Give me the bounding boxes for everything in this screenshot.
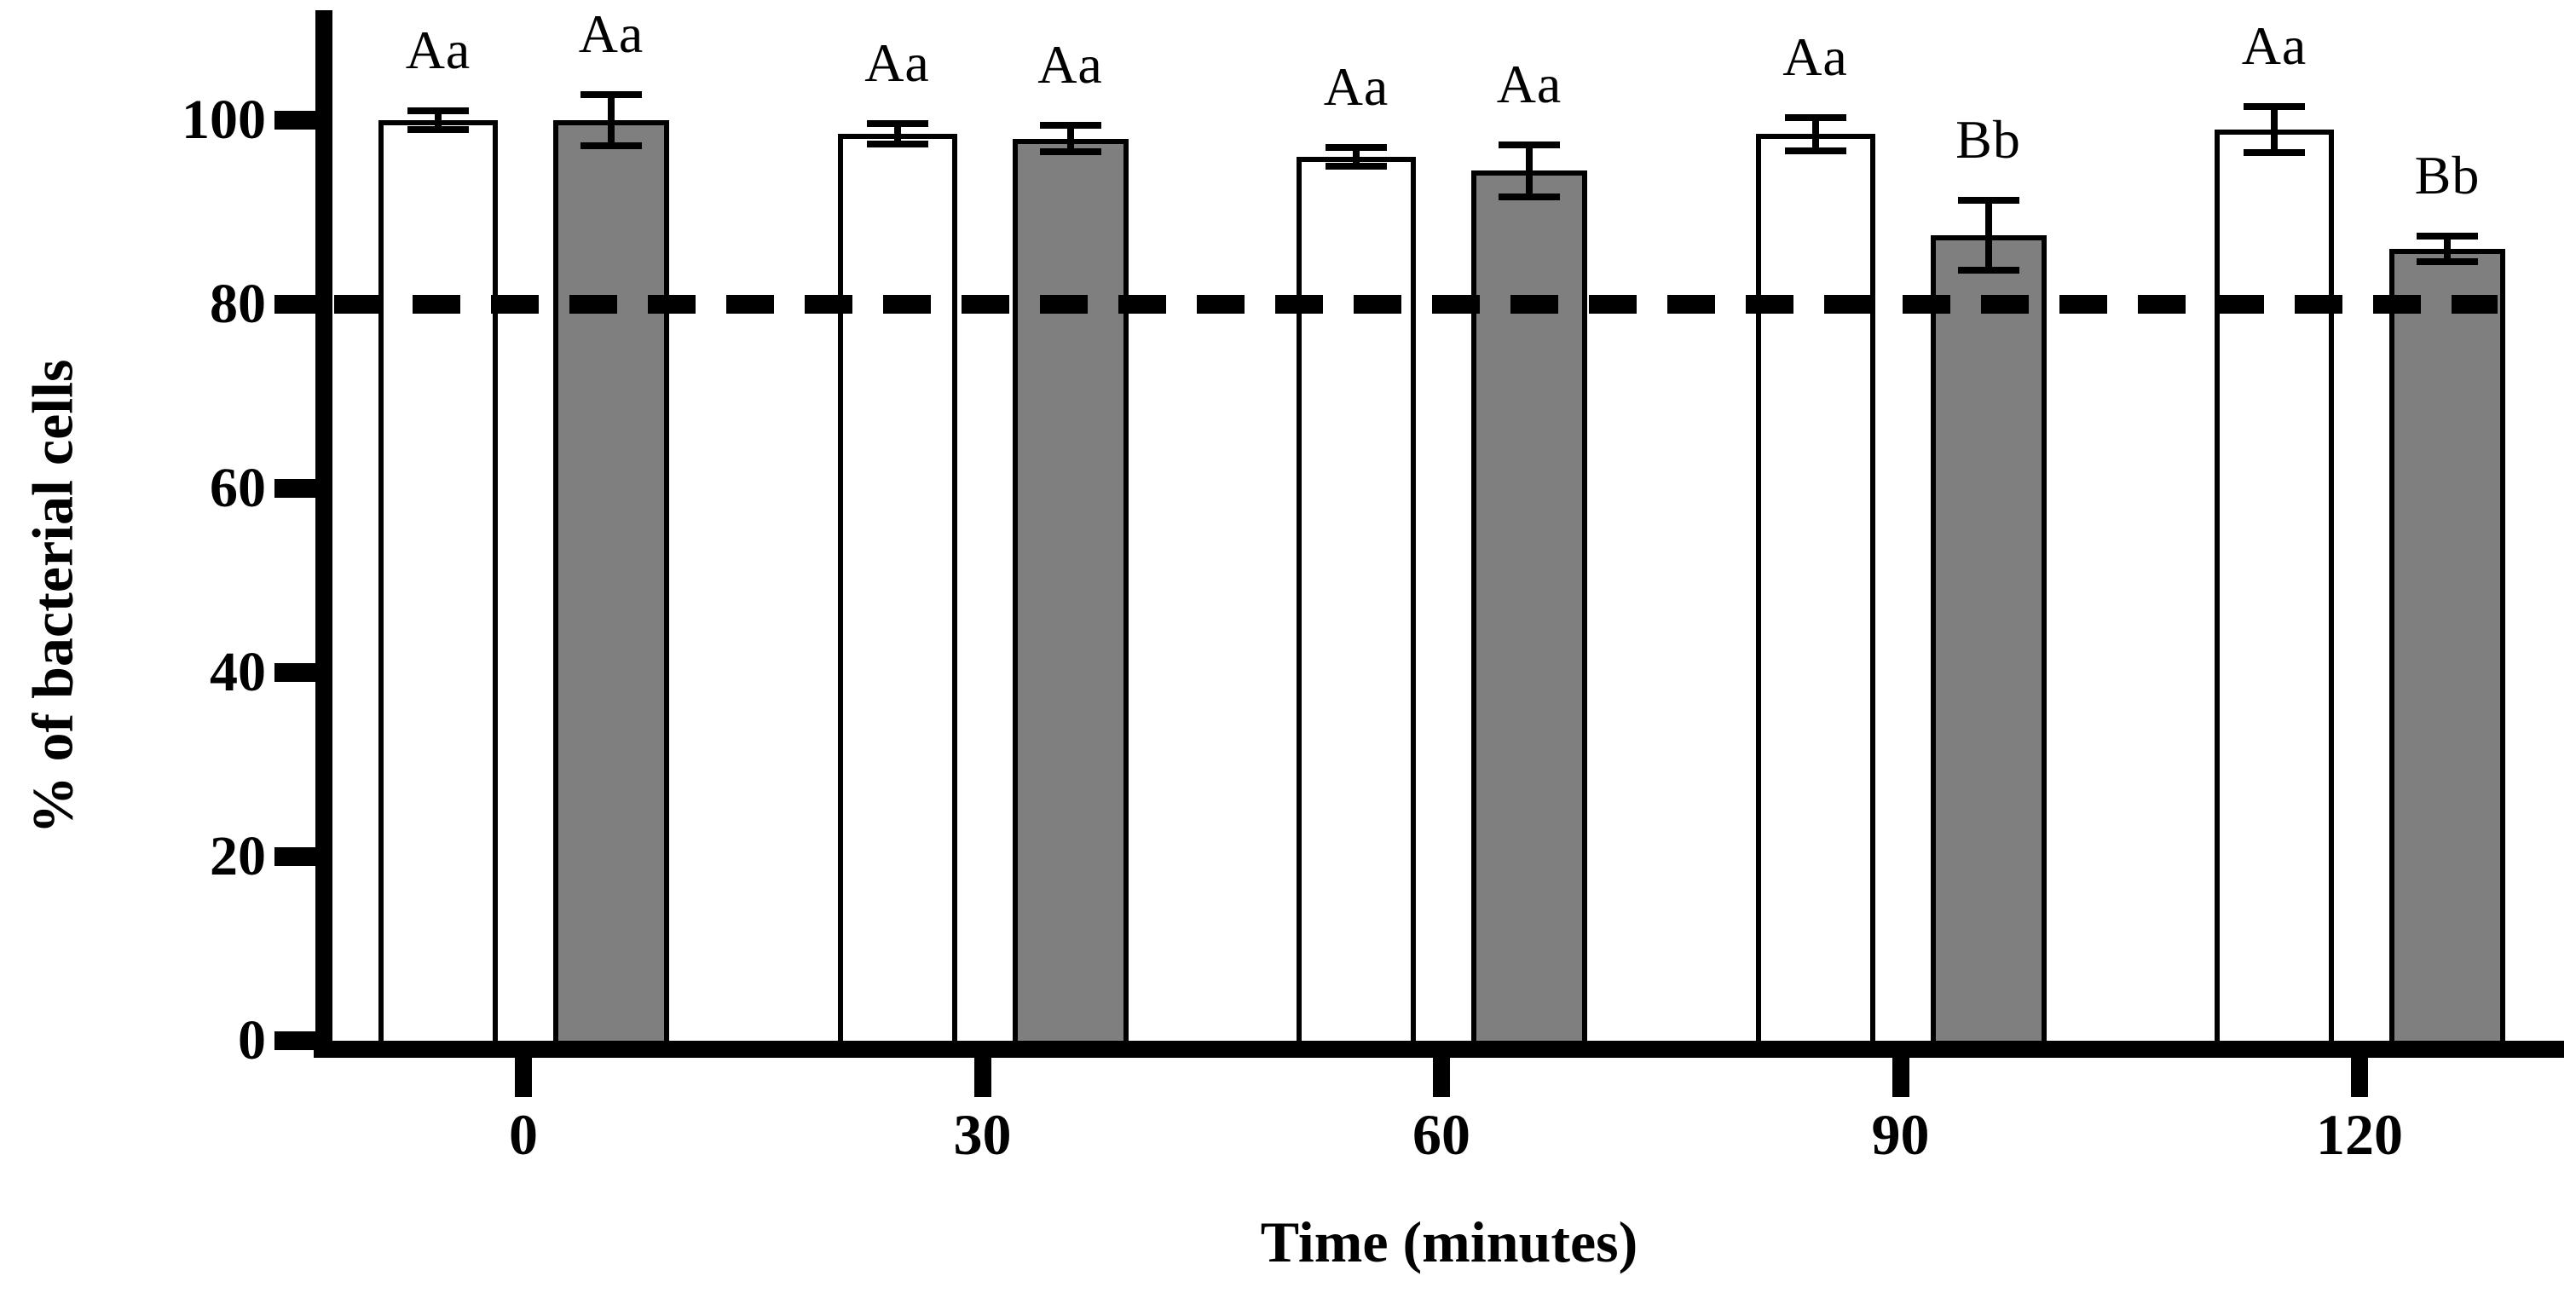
error-bar-line-open-bars-t60: [1353, 147, 1360, 166]
error-bar-top-cap-filled-bars-t120: [2417, 233, 2478, 240]
y-axis-tick-label: 100: [182, 89, 266, 151]
error-bar-line-filled-bars-t90: [1984, 199, 1992, 271]
x-axis-tick-120: [2351, 1058, 2368, 1097]
y-axis-tick-label: 80: [210, 273, 266, 335]
y-axis-tick-100: [274, 111, 315, 130]
y-axis-tick-label: 60: [210, 457, 266, 519]
sig-label-filled-bars-t30: Aa: [1037, 34, 1103, 95]
error-bar-bottom-cap-filled-bars-t90: [1957, 267, 2019, 274]
bar-open-bars-t60: [1297, 157, 1416, 1046]
bar-open-bars-t0: [378, 120, 498, 1046]
error-bar-bottom-cap-filled-bars-t0: [580, 142, 642, 150]
error-bar-bottom-cap-filled-bars-t60: [1499, 193, 1560, 200]
sig-label-open-bars-t60: Aa: [1323, 56, 1389, 118]
error-bar-line-filled-bars-t0: [608, 94, 615, 147]
y-axis-tick-60: [274, 479, 315, 498]
y-axis-line: [315, 10, 332, 1058]
error-bar-top-cap-open-bars-t30: [866, 120, 928, 128]
error-bar-line-filled-bars-t30: [1066, 125, 1074, 152]
bar-filled-bars-t60: [1471, 170, 1587, 1046]
error-bar-bottom-cap-open-bars-t90: [1784, 147, 1846, 154]
error-bar-top-cap-open-bars-t60: [1326, 144, 1387, 152]
error-bar-top-cap-filled-bars-t0: [580, 90, 642, 98]
bar-filled-bars-t0: [553, 120, 669, 1046]
y-axis-title: % of bacterial cells: [20, 359, 85, 834]
error-bar-bottom-cap-filled-bars-t120: [2417, 258, 2478, 266]
y-axis-tick-label: 40: [210, 641, 266, 703]
error-bar-line-filled-bars-t60: [1526, 145, 1533, 197]
sig-label-filled-bars-t60: Aa: [1496, 54, 1562, 115]
error-bar-bottom-cap-open-bars-t120: [2244, 148, 2305, 156]
y-axis-tick-label: 0: [238, 1009, 266, 1071]
error-bar-top-cap-open-bars-t90: [1784, 113, 1846, 121]
error-bar-bottom-cap-open-bars-t0: [407, 125, 469, 133]
error-bar-bottom-cap-filled-bars-t30: [1039, 147, 1101, 155]
error-bar-line-open-bars-t0: [435, 111, 442, 130]
sig-label-open-bars-t0: Aa: [405, 20, 471, 81]
bar-open-bars-t90: [1755, 134, 1875, 1046]
sig-label-open-bars-t90: Aa: [1782, 26, 1848, 87]
error-bar-top-cap-open-bars-t0: [407, 107, 469, 115]
x-axis-tick-label: 30: [953, 1102, 1012, 1167]
x-axis-tick-label: 0: [509, 1102, 538, 1167]
y-axis-tick-20: [274, 847, 315, 866]
x-axis-tick-60: [1433, 1058, 1450, 1097]
sig-label-filled-bars-t90: Bb: [1955, 108, 2021, 170]
x-axis-tick-label: 120: [2316, 1102, 2403, 1167]
y-axis-tick-label: 20: [210, 825, 266, 887]
error-bar-bottom-cap-open-bars-t30: [866, 141, 928, 148]
sig-label-filled-bars-t0: Aa: [578, 3, 644, 64]
sig-label-filled-bars-t120: Bb: [2414, 145, 2481, 206]
error-bar-top-cap-open-bars-t120: [2244, 102, 2305, 110]
error-bar-top-cap-filled-bars-t30: [1039, 122, 1101, 130]
error-bar-top-cap-filled-bars-t60: [1499, 141, 1560, 149]
bar-open-bars-t30: [837, 134, 957, 1046]
x-axis-title: Time (minutes): [1260, 1210, 1638, 1274]
error-bar-line-open-bars-t120: [2271, 106, 2278, 153]
y-axis-tick-0: [274, 1031, 315, 1050]
error-bar-bottom-cap-open-bars-t60: [1326, 163, 1387, 170]
sig-label-open-bars-t120: Aa: [2241, 14, 2307, 76]
x-axis-line: [314, 1041, 2564, 1058]
threshold-dashed-line: [334, 295, 2498, 314]
error-bar-line-filled-bars-t120: [2444, 236, 2451, 263]
x-axis-tick-0: [515, 1058, 532, 1097]
error-bar-line-open-bars-t90: [1811, 117, 1819, 151]
x-axis-tick-30: [973, 1058, 991, 1097]
x-axis-tick-90: [1892, 1058, 1909, 1097]
x-axis-tick-label: 90: [1871, 1102, 1930, 1167]
bar-open-bars-t120: [2215, 129, 2334, 1046]
bar-filled-bars-t120: [2389, 249, 2505, 1046]
y-axis-tick-40: [274, 663, 315, 682]
x-axis-tick-label: 60: [1412, 1102, 1470, 1167]
error-bar-top-cap-filled-bars-t90: [1957, 196, 2019, 204]
bar-filled-bars-t90: [1930, 235, 2047, 1046]
y-axis-tick-80: [274, 295, 315, 314]
error-bar-line-open-bars-t30: [893, 124, 901, 145]
bar-filled-bars-t30: [1012, 138, 1129, 1046]
sig-label-open-bars-t30: Aa: [864, 32, 930, 94]
